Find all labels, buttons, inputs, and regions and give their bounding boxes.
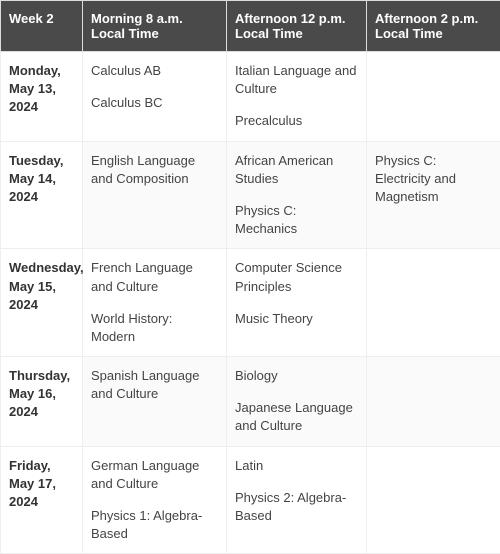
header-row: Week 2 Morning 8 a.m. Local Time Afterno…	[1, 1, 500, 52]
exam-entry: English Language and Composition	[91, 152, 218, 188]
slot-cell-noon: Latin Physics 2: Algebra-Based	[227, 446, 367, 554]
slot-cell-morning: Calculus AB Calculus BC	[83, 52, 227, 142]
exam-entry: Japanese Language and Culture	[235, 399, 358, 435]
table-row: Wednesday, May 15, 2024French Language a…	[1, 249, 500, 357]
exam-entry: Latin	[235, 457, 358, 475]
exam-entry: Music Theory	[235, 310, 358, 328]
slot-cell-noon: Biology Japanese Language and Culture	[227, 357, 367, 447]
exam-entry: African American Studies	[235, 152, 358, 188]
schedule-table: Week 2 Morning 8 a.m. Local Time Afterno…	[0, 0, 500, 554]
exam-entry: Physics 1: Algebra-Based	[91, 507, 218, 543]
date-cell: Friday, May 17, 2024	[1, 446, 83, 554]
slot-cell-two	[367, 446, 500, 554]
date-cell: Tuesday, May 14, 2024	[1, 141, 83, 249]
slot-cell-morning: English Language and Composition	[83, 141, 227, 249]
exam-entry: Physics C: Mechanics	[235, 202, 358, 238]
slot-cell-noon: Italian Language and Culture Precalculus	[227, 52, 367, 142]
table-row: Monday, May 13, 2024Calculus ABCalculus …	[1, 52, 500, 142]
col-header-week: Week 2	[1, 1, 83, 52]
exam-entry: Biology	[235, 367, 358, 385]
exam-entry: Calculus AB	[91, 62, 218, 80]
col-header-two: Afternoon 2 p.m. Local Time	[367, 1, 500, 52]
date-cell: Thursday, May 16, 2024	[1, 357, 83, 447]
col-header-morning: Morning 8 a.m. Local Time	[83, 1, 227, 52]
exam-entry: Italian Language and Culture	[235, 62, 358, 98]
exam-entry: Calculus BC	[91, 94, 218, 112]
slot-cell-morning: German Language and Culture Physics 1: Al…	[83, 446, 227, 554]
col-header-noon: Afternoon 12 p.m. Local Time	[227, 1, 367, 52]
slot-cell-two: Physics C: Electricity and Magnetism	[367, 141, 500, 249]
table-row: Tuesday, May 14, 2024English Language an…	[1, 141, 500, 249]
slot-cell-morning: French Language and Culture World History…	[83, 249, 227, 357]
exam-entry: Spanish Language and Culture	[91, 367, 218, 403]
slot-cell-two	[367, 249, 500, 357]
slot-cell-noon: Computer Science Principles Music Theory	[227, 249, 367, 357]
slot-cell-morning: Spanish Language and Culture	[83, 357, 227, 447]
exam-entry: French Language and Culture	[91, 259, 218, 295]
table-row: Thursday, May 16, 2024Spanish Language a…	[1, 357, 500, 447]
exam-entry: German Language and Culture	[91, 457, 218, 493]
slot-cell-two	[367, 52, 500, 142]
table-row: Friday, May 17, 2024German Language and …	[1, 446, 500, 554]
date-cell: Wednesday, May 15, 2024	[1, 249, 83, 357]
exam-entry: World History: Modern	[91, 310, 218, 346]
exam-entry: Computer Science Principles	[235, 259, 358, 295]
exam-entry: Precalculus	[235, 112, 358, 130]
exam-entry: Physics C: Electricity and Magnetism	[375, 152, 492, 207]
date-cell: Monday, May 13, 2024	[1, 52, 83, 142]
slot-cell-noon: African American Studies Physics C: Mecha…	[227, 141, 367, 249]
slot-cell-two	[367, 357, 500, 447]
exam-entry: Physics 2: Algebra-Based	[235, 489, 358, 525]
